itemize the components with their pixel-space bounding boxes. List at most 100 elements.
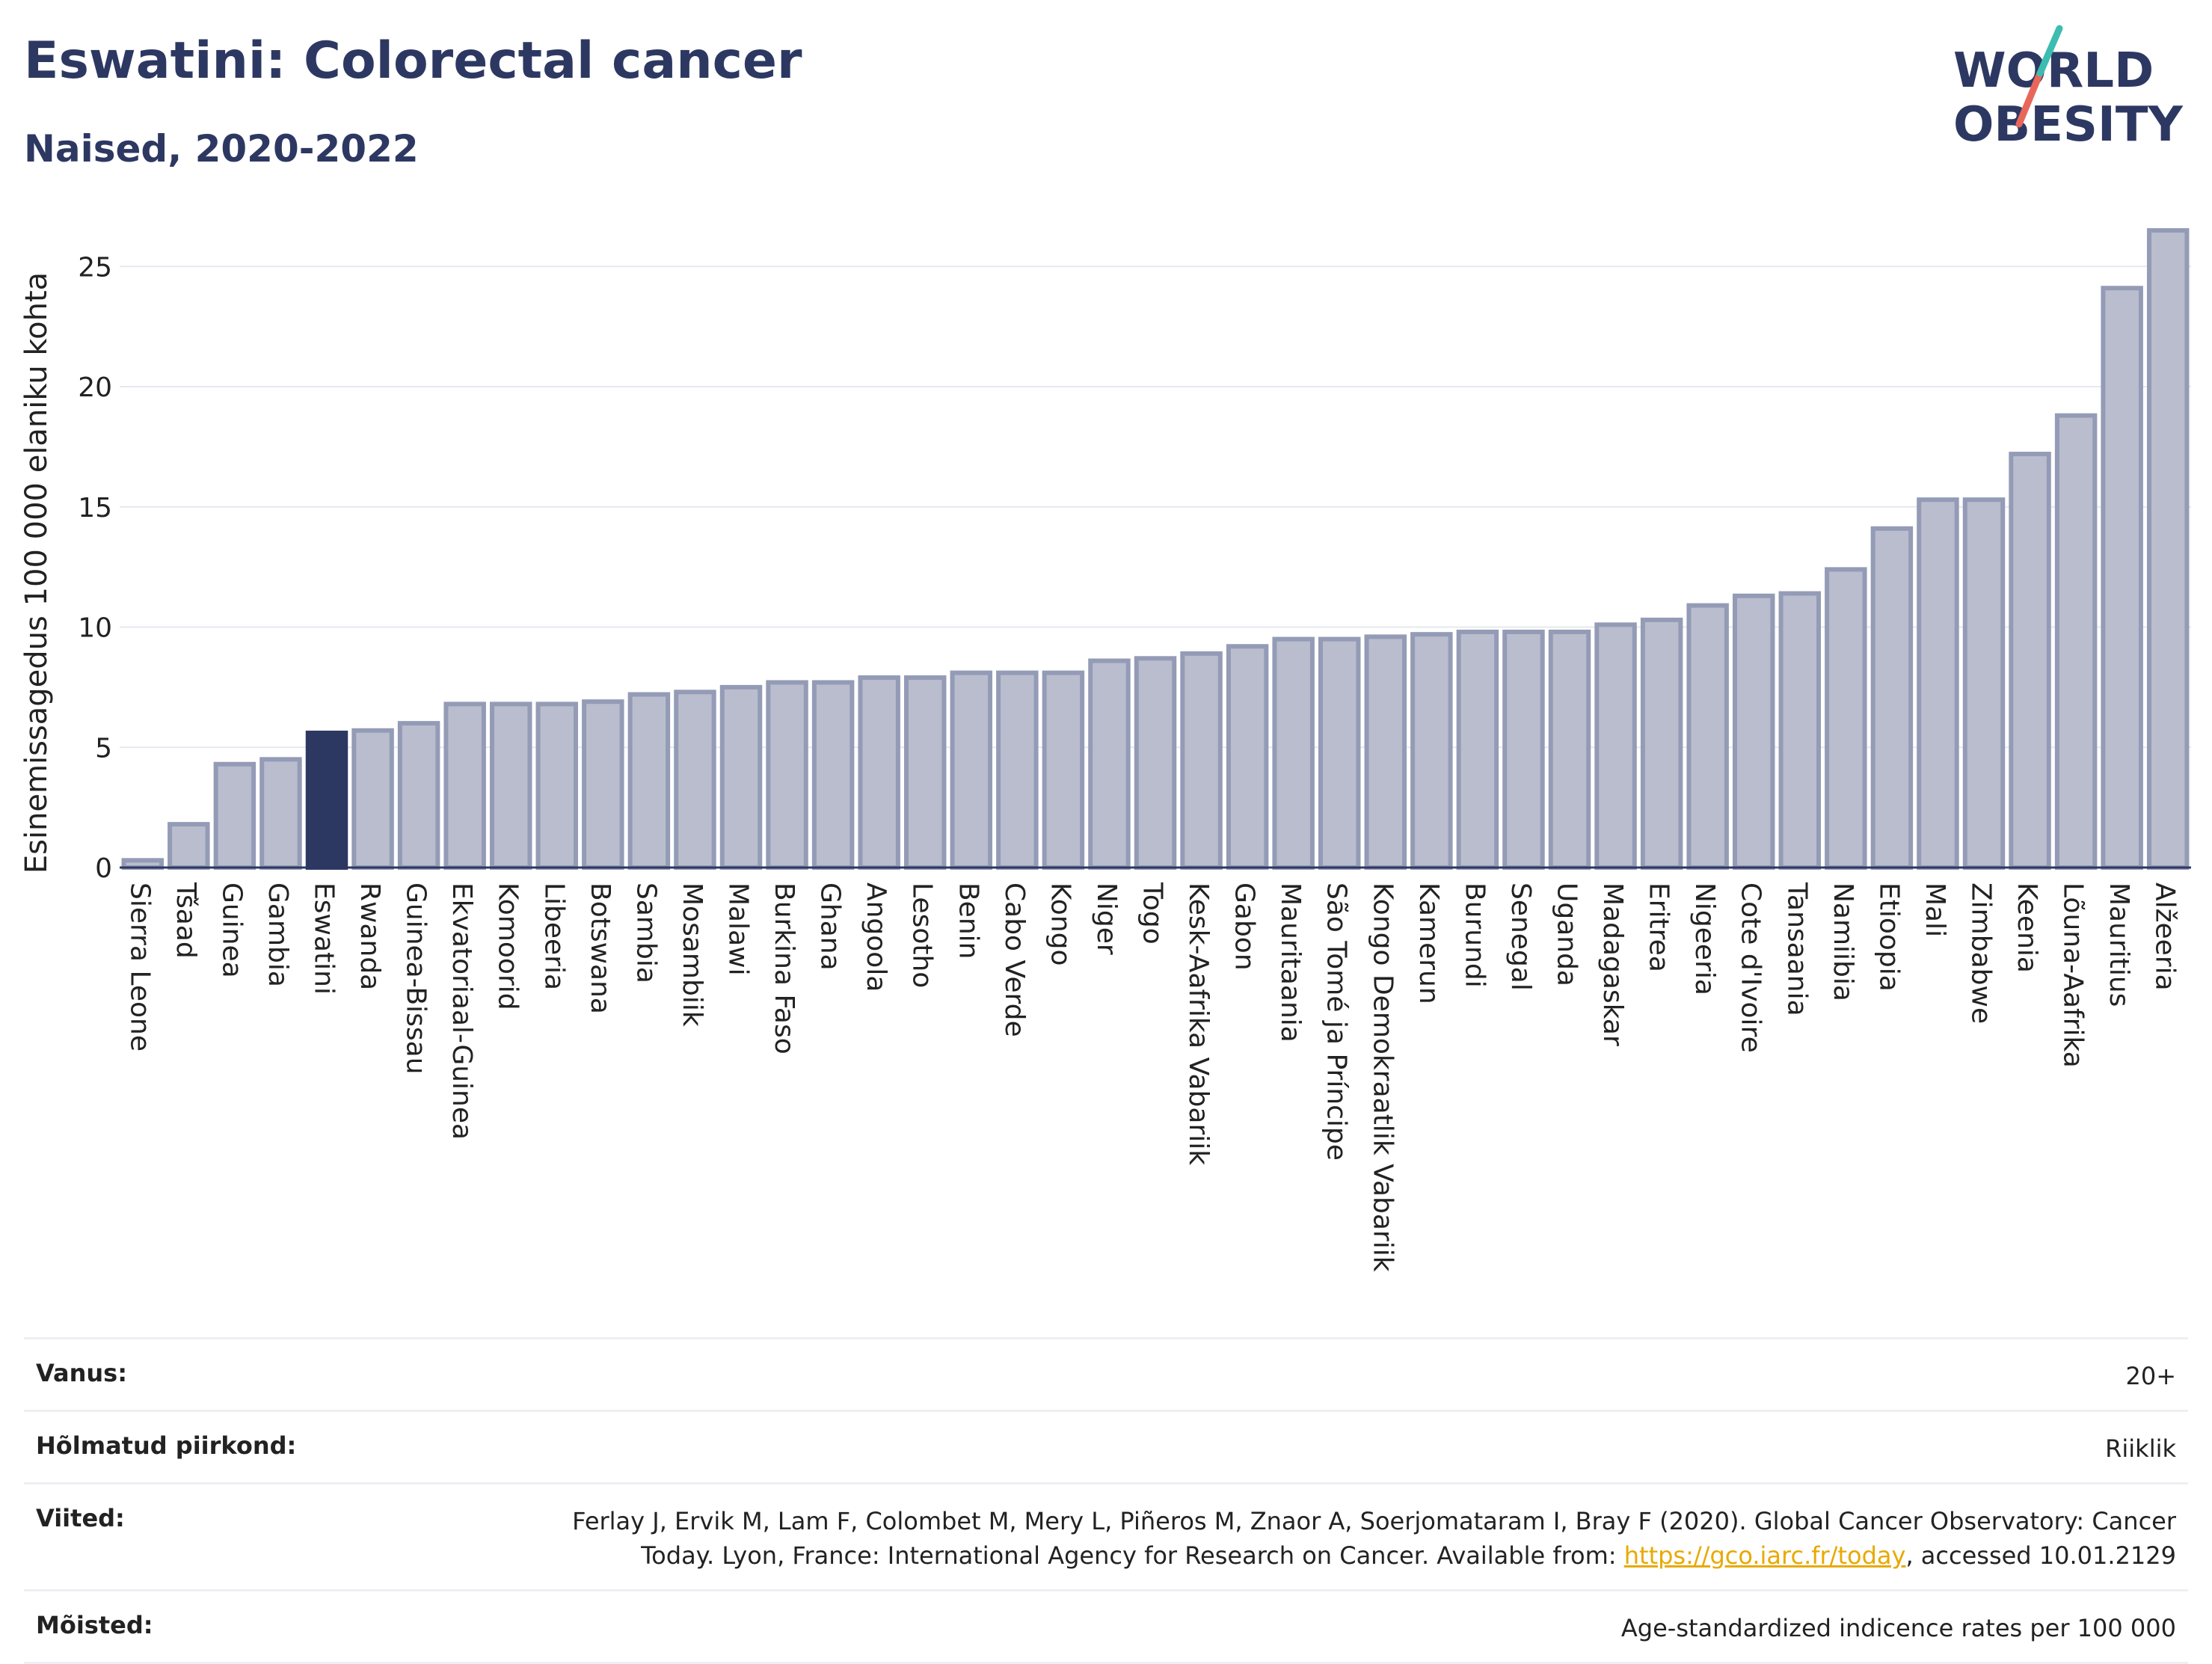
bar — [443, 701, 486, 870]
bar — [950, 670, 993, 870]
bar — [1732, 593, 1775, 871]
bar — [1778, 591, 1822, 870]
bar — [674, 690, 716, 871]
bar — [1272, 636, 1315, 870]
world-obesity-logo: WORLD OBESITY — [1953, 25, 2183, 153]
bar — [1502, 629, 1545, 870]
x-tick-label: Uganda — [1552, 882, 1582, 986]
x-tick-label: Mauritaania — [1275, 882, 1306, 1043]
x-tick-label: Botswana — [585, 882, 615, 1014]
x-tick-label: Guinea — [216, 882, 247, 978]
meta-label: Mõisted: — [36, 1611, 153, 1639]
meta-value: 20+ — [2125, 1362, 2176, 1390]
y-axis-ticks: 0 5 10 15 20 25 — [78, 252, 112, 884]
x-tick-label: Tšaad — [170, 882, 201, 959]
x-tick-label: Cote d'Ivoire — [1736, 882, 1766, 1053]
page-subtitle: Naised, 2020-2022 — [24, 127, 419, 171]
bar — [2009, 452, 2051, 870]
y-tick-label: 10 — [78, 613, 112, 644]
meta-label: Hõlmatud piirkond: — [36, 1431, 297, 1460]
bar — [1686, 603, 1729, 871]
bar — [535, 701, 579, 870]
bar — [1594, 622, 1637, 870]
x-tick-label: Benin — [953, 882, 983, 959]
metadata-table: Vanus: 20+ Hõlmatud piirkond: Riiklik Vi… — [24, 1337, 2188, 1664]
x-tick-label: Kamerun — [1413, 882, 1444, 1004]
meta-row-age: Vanus: 20+ — [24, 1337, 2188, 1410]
x-tick-label: Libeeria — [538, 882, 569, 990]
logo-line1: WORLD — [1953, 43, 2154, 99]
bar — [1134, 656, 1177, 870]
x-tick-label: Namiibia — [1828, 882, 1858, 1001]
bar — [397, 721, 440, 870]
x-tick-label: Niger — [1091, 882, 1122, 955]
bar — [1456, 629, 1499, 870]
bar — [1825, 567, 1867, 870]
x-tick-label: Kesk-Aafrika Vabariik — [1183, 882, 1214, 1165]
x-tick-label: Sierra Leone — [124, 882, 155, 1051]
y-tick-label: 15 — [78, 493, 112, 524]
x-tick-label: Guinea-Bissau — [401, 882, 431, 1075]
x-tick-label: Eritrea — [1644, 882, 1674, 972]
bar — [2101, 286, 2143, 871]
bar — [213, 761, 256, 870]
bar — [719, 684, 763, 871]
meta-row-references: Viited: Ferlay J, Ervik M, Lam F, Colomb… — [24, 1482, 2188, 1589]
x-tick-label: Gabon — [1229, 882, 1260, 971]
x-tick-label: Keenia — [2012, 882, 2042, 973]
y-axis-label: Esinemissagedus 100 000 elaniku kohta — [19, 272, 54, 874]
bar — [1088, 658, 1131, 870]
bars — [121, 228, 2190, 871]
bar — [1180, 651, 1223, 870]
bar — [1548, 629, 1591, 870]
bar — [996, 670, 1039, 870]
bar — [1318, 636, 1361, 870]
x-tick-label: Cabo Verde — [999, 882, 1030, 1037]
x-tick-label: Senegal — [1505, 882, 1536, 991]
meta-value: Age-standardized indicence rates per 100… — [1620, 1614, 2176, 1642]
page-title: Eswatini: Colorectal cancer — [24, 31, 802, 90]
x-tick-label: Ghana — [815, 882, 846, 971]
logo-slash-coral — [2015, 70, 2044, 128]
bar — [903, 675, 947, 870]
x-tick-label: Madagaskar — [1597, 882, 1628, 1046]
bar — [627, 692, 671, 870]
x-tick-label: Mosambiik — [677, 882, 707, 1027]
bar — [1226, 644, 1269, 871]
x-tick-label: Gambia — [262, 882, 293, 987]
y-tick-label: 0 — [95, 853, 112, 884]
x-tick-label: Tansaania — [1781, 882, 1812, 1016]
x-tick-label: Burkina Faso — [769, 882, 799, 1054]
bar — [811, 680, 855, 871]
bar — [1870, 526, 1914, 870]
x-tick-label: Burundi — [1459, 882, 1490, 988]
bar — [259, 757, 302, 870]
x-axis-labels: Sierra Leone Tšaad Guinea Gambia Eswatini Rwa… — [124, 882, 2180, 1272]
x-tick-label: São Tomé ja Príncipe — [1321, 882, 1352, 1161]
bar — [489, 701, 532, 870]
x-tick-label: Nigeeria — [1689, 882, 1720, 995]
bar — [1410, 632, 1453, 870]
x-tick-label: Togo — [1137, 882, 1168, 945]
meta-label: Viited: — [36, 1504, 125, 1532]
y-tick-label: 5 — [95, 733, 112, 764]
x-tick-label: Lõuna-Aafrika — [2058, 882, 2089, 1068]
reference-link[interactable]: https://gco.iarc.fr/today — [1623, 1541, 1906, 1570]
x-tick-label: Rwanda — [354, 882, 385, 990]
bar — [2054, 413, 2098, 870]
bar-highlight — [305, 730, 348, 871]
bar — [1042, 670, 1085, 870]
x-tick-label: Angoola — [861, 882, 891, 992]
y-tick-label: 25 — [78, 252, 112, 283]
meta-label: Vanus: — [36, 1359, 128, 1387]
bar-chart: 0 5 10 15 20 25 Sierra Leone Tšaad Guinea Gambia… — [19, 228, 2191, 1272]
x-tick-label: Mauritius — [2104, 882, 2134, 1007]
bar — [1962, 497, 2006, 871]
meta-row-definitions: Mõisted: Age-standardized indicence rate… — [24, 1589, 2188, 1664]
x-tick-label: Eswatini — [309, 882, 340, 995]
x-tick-label: Kongo — [1045, 882, 1075, 966]
x-tick-label: Ekvatoriaal-Guinea — [446, 882, 477, 1140]
meta-value-reference: Ferlay J, Ervik M, Lam F, Colombet M, Me… — [531, 1504, 2176, 1573]
logo-line2: OBESITY — [1953, 97, 2183, 153]
bar — [1364, 634, 1407, 871]
